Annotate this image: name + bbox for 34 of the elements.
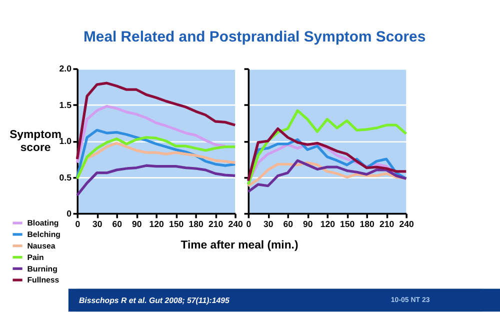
x-tick-label: 30 xyxy=(264,218,274,229)
x-tick-label: 60 xyxy=(112,218,122,229)
x-tick-label: 150 xyxy=(340,218,355,229)
legend-label: Burning xyxy=(27,264,58,274)
x-tick-label: 0 xyxy=(246,218,252,229)
x-tick-label: 150 xyxy=(168,218,184,229)
line-series xyxy=(76,82,236,160)
x-tick-label: 120 xyxy=(320,218,336,229)
legend-label: Nausea xyxy=(27,241,56,250)
x-tick-label: 120 xyxy=(149,218,164,229)
text: Bisschops R et al. Gut 2008; 57(11):1495 xyxy=(78,296,230,305)
x-tick-label: 240 xyxy=(228,218,243,229)
x-tick-label: 180 xyxy=(188,218,204,229)
x-tick-label: 240 xyxy=(399,218,414,229)
y-tick-label: 1.5 xyxy=(59,100,72,110)
y-tick-label: 2.0 xyxy=(59,64,72,74)
x-tick-label: 210 xyxy=(380,218,394,229)
x-tick-label: 0 xyxy=(75,218,80,229)
x-tick-label: 30 xyxy=(92,218,102,229)
x-tick-label: 180 xyxy=(360,218,375,229)
chart-title: Meal Related and Postprandial Symptom Scores xyxy=(84,29,426,46)
y-tick-label: 0 xyxy=(66,208,72,218)
legend-label: Pain xyxy=(27,252,44,262)
x-axis-title: Time after meal (min.) xyxy=(180,239,298,252)
x-tick-label: 60 xyxy=(283,218,294,229)
legend-label: Bloating xyxy=(27,218,59,228)
legend-label: Fullness xyxy=(27,276,60,285)
x-tick-label: 90 xyxy=(303,218,313,229)
x-tick-label: 210 xyxy=(208,218,224,229)
y-tick-label: 0.5 xyxy=(59,172,72,182)
line-series xyxy=(76,104,227,164)
legend-label: Belching xyxy=(27,230,61,240)
line-series xyxy=(76,164,236,197)
x-tick-label: 90 xyxy=(132,218,142,229)
